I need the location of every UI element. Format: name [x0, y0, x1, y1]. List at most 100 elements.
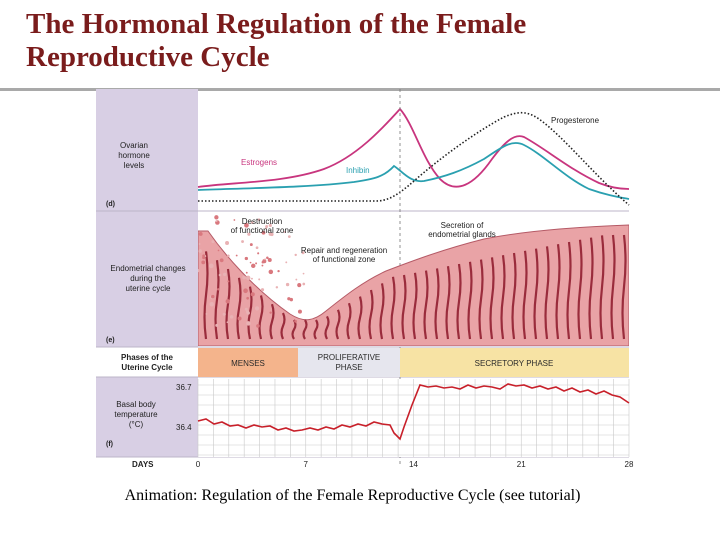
debris-speck: [211, 240, 215, 244]
gland: [500, 255, 506, 340]
debris-speck: [225, 299, 230, 304]
debris-speck: [285, 261, 288, 264]
temperature-row-label-2: temperature: [114, 410, 158, 419]
gland: [313, 319, 319, 340]
gland: [489, 257, 495, 340]
debris-speck: [222, 272, 227, 277]
proliferative-label-1: PROLIFERATIVE: [318, 353, 381, 362]
gland: [544, 246, 550, 340]
basal-temperature-line: [197, 383, 630, 441]
secretion-label-2: endometrial glands: [428, 230, 496, 239]
debris-speck: [257, 218, 261, 221]
debris-speck: [218, 273, 222, 277]
debris-speck: [287, 235, 291, 238]
debris-speck: [249, 261, 252, 264]
debris-speck: [201, 260, 206, 265]
gland: [214, 260, 220, 340]
hormone-panel-tag: (d): [106, 201, 115, 208]
temperature-grid: [197, 379, 630, 457]
hormone-row-label-1: Ovarian: [120, 141, 148, 150]
secretory-label: SECRETORY PHASE: [475, 359, 554, 368]
debris-speck: [217, 249, 220, 252]
gland: [577, 239, 583, 340]
day-tick-label: 14: [409, 460, 418, 469]
endometrium-panel-tag: (e): [106, 337, 115, 344]
progesterone-label: Progesterone: [551, 116, 600, 125]
debris-speck: [219, 258, 224, 263]
debris-speck: [198, 269, 200, 273]
debris-speck: [245, 310, 249, 314]
debris-speck: [245, 275, 251, 281]
debris-speck: [198, 232, 203, 236]
gland: [423, 270, 429, 340]
debris-speck: [269, 311, 272, 314]
gland: [401, 274, 407, 340]
gland: [335, 309, 341, 340]
debris-speck: [295, 278, 298, 281]
debris-speck: [258, 278, 261, 281]
debris-speck: [214, 215, 219, 220]
debris-speck: [289, 297, 294, 302]
debris-speck: [268, 223, 272, 228]
menstrual-debris: [198, 215, 306, 328]
figure-caption: Animation: Regulation of the Female Repr…: [124, 487, 581, 504]
debris-speck: [254, 306, 260, 311]
phase-row-label-2: Uterine Cycle: [121, 363, 173, 372]
debris-speck: [227, 280, 230, 283]
debris-speck: [265, 226, 268, 229]
debris-speck: [222, 312, 226, 316]
temperature-low-label: 36.4: [176, 423, 192, 432]
debris-speck: [244, 256, 249, 261]
debris-speck: [294, 253, 297, 257]
day-tick-label: 28: [625, 460, 634, 469]
day-tick-label: 0: [196, 460, 201, 469]
phase-label-background: [96, 347, 198, 377]
gland: [555, 244, 561, 340]
gland: [621, 234, 627, 340]
gland: [258, 295, 264, 340]
cycle-diagram: Ovarian hormone levels (d) Estrogens Inh…: [96, 89, 634, 469]
gland: [324, 315, 330, 340]
hormone-row-label-2: hormone: [118, 151, 150, 160]
gland: [467, 261, 473, 340]
destruction-label-2: of functional zone: [231, 226, 294, 235]
debris-speck: [261, 264, 264, 267]
debris-speck: [246, 321, 251, 326]
hormone-curves: [197, 107, 630, 206]
gland: [269, 303, 275, 340]
debris-speck: [247, 232, 251, 236]
gland: [225, 268, 231, 340]
debris-speck: [205, 312, 208, 315]
gland: [291, 319, 297, 340]
menses-label: MENSES: [231, 359, 265, 368]
repair-label-2: of functional zone: [313, 255, 376, 264]
debris-speck: [251, 221, 254, 224]
temperature-row-label-1: Basal body: [116, 400, 156, 409]
gland: [566, 241, 572, 340]
gland: [280, 312, 286, 340]
debris-speck: [198, 242, 201, 245]
debris-speck: [285, 282, 290, 287]
temperature-row-label-3: (°C): [129, 420, 144, 429]
temperature-panel-tag: (f): [106, 441, 113, 448]
debris-speck: [260, 288, 265, 292]
gland: [390, 276, 396, 340]
debris-speck: [249, 243, 253, 247]
day-tick-label: 7: [304, 460, 309, 469]
days-axis-ticks: 0 7 14 21 28: [196, 460, 634, 469]
menstrual-cycle-figure: Ovarian hormone levels (d) Estrogens Inh…: [94, 89, 634, 473]
day-tick-label: 21: [517, 460, 526, 469]
debris-speck: [202, 254, 205, 258]
gland: [599, 235, 605, 340]
gland: [511, 252, 517, 340]
gland: [533, 248, 539, 340]
debris-speck: [215, 220, 218, 223]
gland: [346, 302, 352, 340]
gland: [588, 237, 594, 340]
debris-speck: [243, 288, 248, 294]
debris-speck: [262, 259, 267, 264]
debris-speck: [217, 288, 220, 291]
inhibin-line: [197, 142, 630, 200]
gland: [236, 277, 242, 340]
debris-speck: [268, 232, 273, 236]
